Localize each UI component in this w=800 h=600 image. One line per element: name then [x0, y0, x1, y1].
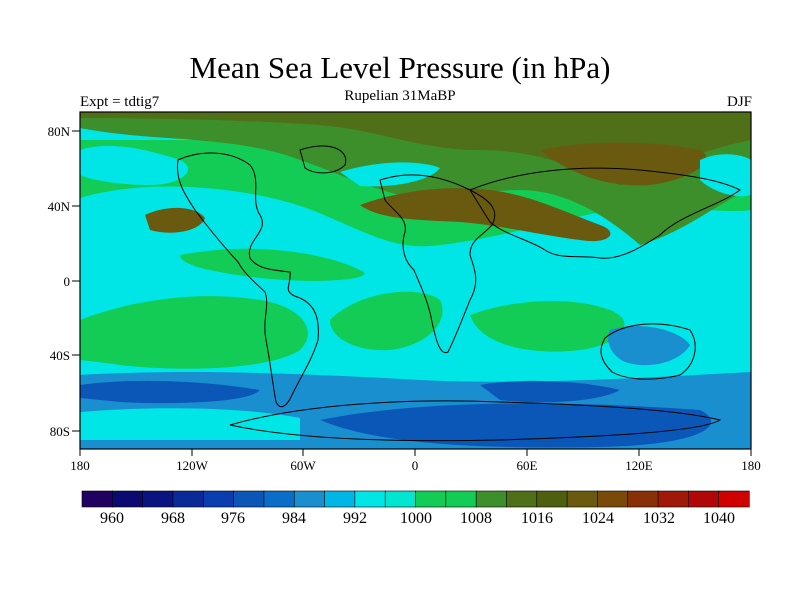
- colorbar-swatch: [475, 490, 508, 508]
- colorbar-swatch: [566, 490, 599, 508]
- lon-label: 120E: [625, 458, 653, 473]
- coast-greenland: [299, 145, 347, 174]
- field-low-aleutian: [80, 145, 189, 185]
- colorbar-swatch: [112, 490, 144, 508]
- lat-label: 40S: [50, 348, 70, 363]
- field-brown-high-pacific: [145, 207, 205, 233]
- colorbar-label: 1000: [400, 510, 432, 527]
- colorbar-swatch: [263, 490, 295, 508]
- lon-label: 180: [741, 458, 761, 473]
- colorbar-swatch: [384, 490, 417, 508]
- lat-label: 80N: [48, 124, 71, 139]
- field-low-icelandic: [340, 162, 440, 187]
- colorbar: [81, 490, 750, 508]
- coast-europe-africa: [379, 174, 496, 354]
- colorbar-swatch: [172, 490, 204, 508]
- coast-antarctica: [229, 400, 722, 442]
- colorbar-swatch: [657, 490, 689, 508]
- pressure-field: [80, 112, 751, 449]
- colorbar-label: 1032: [643, 510, 675, 527]
- colorbar-label: 968: [161, 510, 185, 527]
- colorbar-swatch: [688, 490, 720, 508]
- colorbar-swatch: [81, 490, 113, 508]
- field-deep-low-antarctic: [320, 403, 712, 448]
- field-light-green-equator: [180, 248, 365, 281]
- plot-subtitle: Rupelian 31MaBP: [344, 88, 456, 104]
- coast-australia: [600, 323, 696, 380]
- lon-label: 120W: [176, 458, 209, 473]
- colorbar-swatch: [324, 490, 356, 508]
- lat-label: 40N: [48, 199, 71, 214]
- colorbar-label: 1016: [521, 510, 553, 527]
- lon-label: 60E: [517, 458, 538, 473]
- colorbar-swatch: [415, 490, 447, 508]
- colorbar-label: 960: [100, 510, 124, 527]
- field-light-green-indian: [470, 300, 625, 352]
- field-light-green-south-pacific: [80, 296, 308, 369]
- colorbar-label: 1008: [460, 510, 492, 527]
- lat-labels: 80N 40N 0 40S 80S: [48, 124, 71, 439]
- field-cyan-antarctic-west: [80, 408, 300, 440]
- experiment-label: Expt = tdtig7: [80, 94, 160, 110]
- lon-label: 60W: [290, 458, 316, 473]
- field-deep-low-2: [480, 380, 620, 403]
- lon-label: 0: [412, 458, 419, 473]
- colorbar-swatch: [718, 490, 750, 508]
- colorbar-label: 1024: [582, 510, 614, 527]
- lat-tick-marks: [72, 130, 80, 432]
- lat-label: 0: [64, 274, 71, 289]
- field-brown-high-siberia: [540, 142, 707, 186]
- colorbar-swatch: [536, 490, 568, 508]
- lon-label: 180: [70, 458, 90, 473]
- lat-label: 80S: [50, 424, 70, 439]
- field-low-australia: [608, 325, 690, 366]
- colorbar-swatch: [506, 490, 538, 508]
- plot-title: Mean Sea Level Pressure (in hPa): [189, 50, 611, 85]
- field-low-northeast: [700, 154, 751, 197]
- colorbar-swatch: [202, 490, 235, 508]
- colorbar-swatch: [293, 490, 326, 508]
- lon-tick-marks: [79, 449, 752, 456]
- field-light-green-south-atlantic: [330, 291, 443, 351]
- colorbar-swatch: [233, 490, 265, 508]
- colorbar-swatch: [142, 490, 174, 508]
- colorbar-labels: 960 968 976 984 992 1000 1008 1016 1024 …: [100, 510, 735, 527]
- coast-americas: [176, 152, 319, 408]
- season-label: DJF: [726, 94, 752, 110]
- colorbar-swatch: [445, 490, 477, 508]
- colorbar-swatch: [627, 490, 659, 508]
- colorbar-label: 1040: [703, 510, 735, 527]
- colorbar-label: 992: [343, 510, 367, 527]
- colorbar-swatch: [354, 490, 386, 508]
- field-deep-low-1: [80, 380, 260, 404]
- coastlines: [176, 145, 741, 442]
- coast-asia: [469, 167, 741, 259]
- colorbar-label: 984: [282, 510, 306, 527]
- colorbar-label: 976: [221, 510, 245, 527]
- colorbar-swatch: [597, 490, 629, 508]
- lon-labels: 180 120W 60W 0 60E 120E 180: [70, 458, 761, 473]
